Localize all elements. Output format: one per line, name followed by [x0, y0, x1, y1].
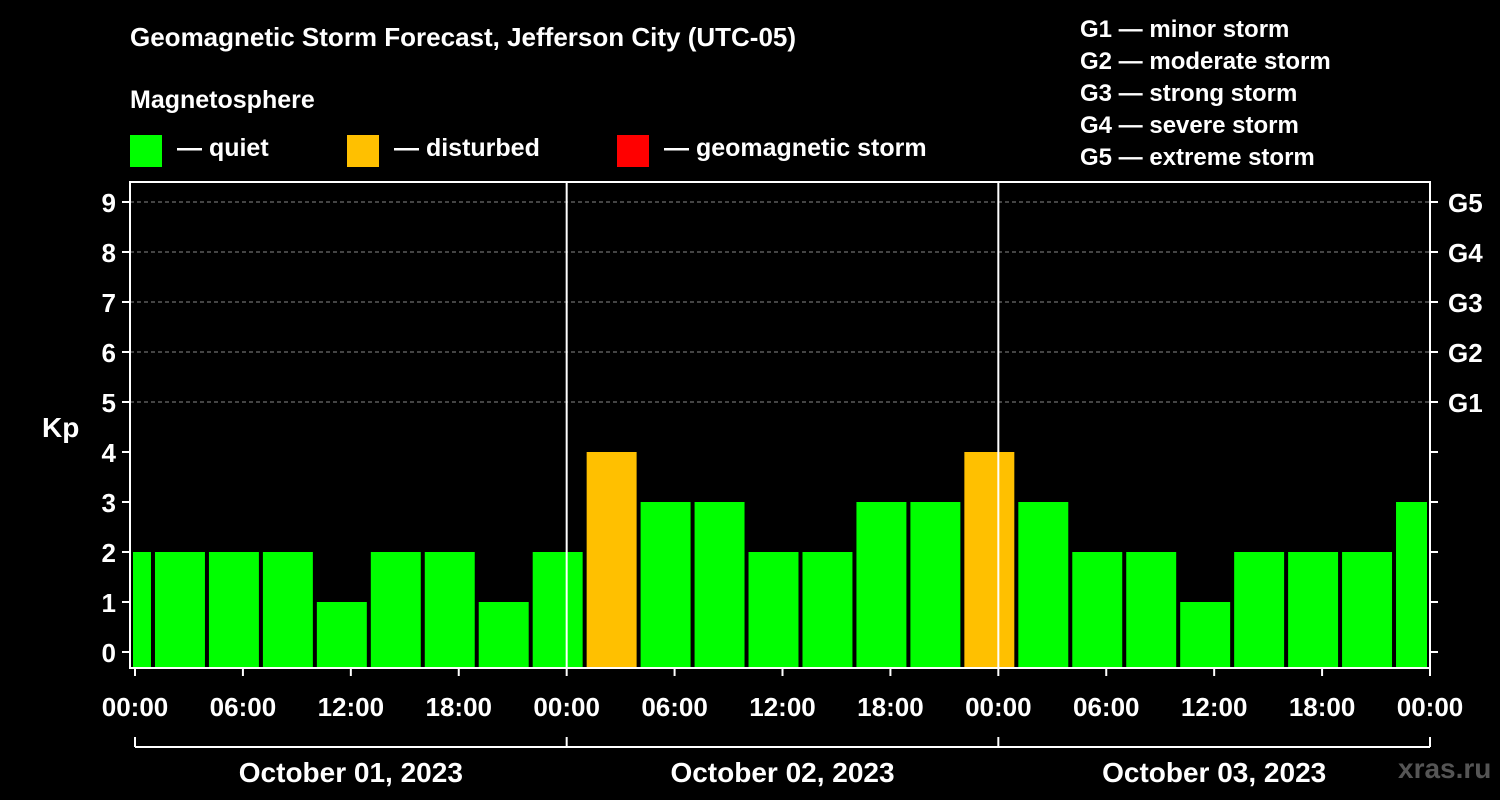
- kp-bar: [1180, 602, 1231, 668]
- kp-bar: [1126, 552, 1177, 668]
- magnetosphere-heading: Magnetosphere: [130, 86, 315, 114]
- g-scale-item: G1 — minor storm: [1080, 16, 1290, 43]
- date-label: October 01, 2023: [239, 757, 463, 788]
- kp-bar: [1342, 552, 1393, 668]
- x-tick-label: 18:00: [426, 692, 493, 722]
- y-tick-label: 4: [102, 438, 117, 468]
- y-tick-label: 6: [102, 338, 116, 368]
- kp-bar: [802, 552, 853, 668]
- x-tick-label: 00:00: [965, 692, 1032, 722]
- g-level-label: G2: [1448, 338, 1483, 368]
- kp-bar: [694, 502, 745, 668]
- x-tick-label: 18:00: [1289, 692, 1356, 722]
- x-tick-label: 18:00: [857, 692, 924, 722]
- kp-bar: [964, 452, 1015, 668]
- y-tick-label: 9: [102, 188, 116, 218]
- g-scale-legend: G1 — minor storm G2 — moderate storm G3 …: [1080, 14, 1331, 174]
- kp-bar: [478, 602, 529, 668]
- kp-bar: [1396, 502, 1427, 668]
- kp-bar: [424, 552, 475, 668]
- legend-disturbed-label: — disturbed: [394, 134, 540, 162]
- watermark: xras.ru: [1398, 753, 1492, 784]
- kp-bar: [154, 552, 205, 668]
- g-level-label: G3: [1448, 288, 1483, 318]
- x-tick-label: 12:00: [749, 692, 816, 722]
- kp-bar: [133, 552, 151, 668]
- y-axis-label: Kp: [42, 412, 79, 443]
- y-tick-label: 2: [102, 538, 116, 568]
- kp-bar: [370, 552, 421, 668]
- y-tick-label: 8: [102, 238, 116, 268]
- y-tick-label: 5: [102, 388, 116, 418]
- kp-bar: [856, 502, 907, 668]
- kp-bar: [1072, 552, 1123, 668]
- y-tick-label: 7: [102, 288, 116, 318]
- legend-disturbed-swatch: [347, 135, 379, 167]
- kp-bar: [640, 502, 691, 668]
- date-label: October 02, 2023: [670, 757, 894, 788]
- y-tick-label: 3: [102, 488, 116, 518]
- kp-bar: [316, 602, 367, 668]
- kp-bar: [262, 552, 313, 668]
- g-scale-item: G2 — moderate storm: [1080, 48, 1331, 75]
- chart-title: Geomagnetic Storm Forecast, Jefferson Ci…: [130, 22, 797, 52]
- x-tick-label: 06:00: [641, 692, 708, 722]
- kp-bar: [910, 502, 961, 668]
- kp-bar: [1288, 552, 1339, 668]
- x-tick-label: 06:00: [210, 692, 277, 722]
- date-label: October 03, 2023: [1102, 757, 1326, 788]
- kp-bar: [532, 552, 583, 668]
- x-tick-label: 00:00: [1397, 692, 1464, 722]
- x-tick-label: 12:00: [1181, 692, 1248, 722]
- g-scale-item: G3 — strong storm: [1080, 80, 1298, 107]
- kp-bar: [1234, 552, 1285, 668]
- kp-bar: [1018, 502, 1069, 668]
- g-level-label: G4: [1448, 238, 1483, 268]
- y-tick-label: 1: [102, 588, 116, 618]
- legend-quiet-swatch: [130, 135, 162, 167]
- kp-bar: [586, 452, 637, 668]
- g-level-label: G1: [1448, 388, 1483, 418]
- y-tick-label: 0: [102, 638, 116, 668]
- legend-storm-swatch: [617, 135, 649, 167]
- g-level-label: G5: [1448, 188, 1483, 218]
- kp-bar: [208, 552, 259, 668]
- g-scale-item: G4 — severe storm: [1080, 112, 1299, 139]
- plot-frame: [129, 181, 1431, 669]
- x-tick-label: 06:00: [1073, 692, 1140, 722]
- x-tick-label: 00:00: [533, 692, 600, 722]
- legend-storm-label: — geomagnetic storm: [664, 134, 927, 162]
- x-tick-label: 00:00: [102, 692, 169, 722]
- kp-bar: [748, 552, 799, 668]
- g-scale-item: G5 — extreme storm: [1080, 144, 1315, 171]
- x-tick-label: 12:00: [318, 692, 385, 722]
- legend-quiet-label: — quiet: [177, 134, 269, 162]
